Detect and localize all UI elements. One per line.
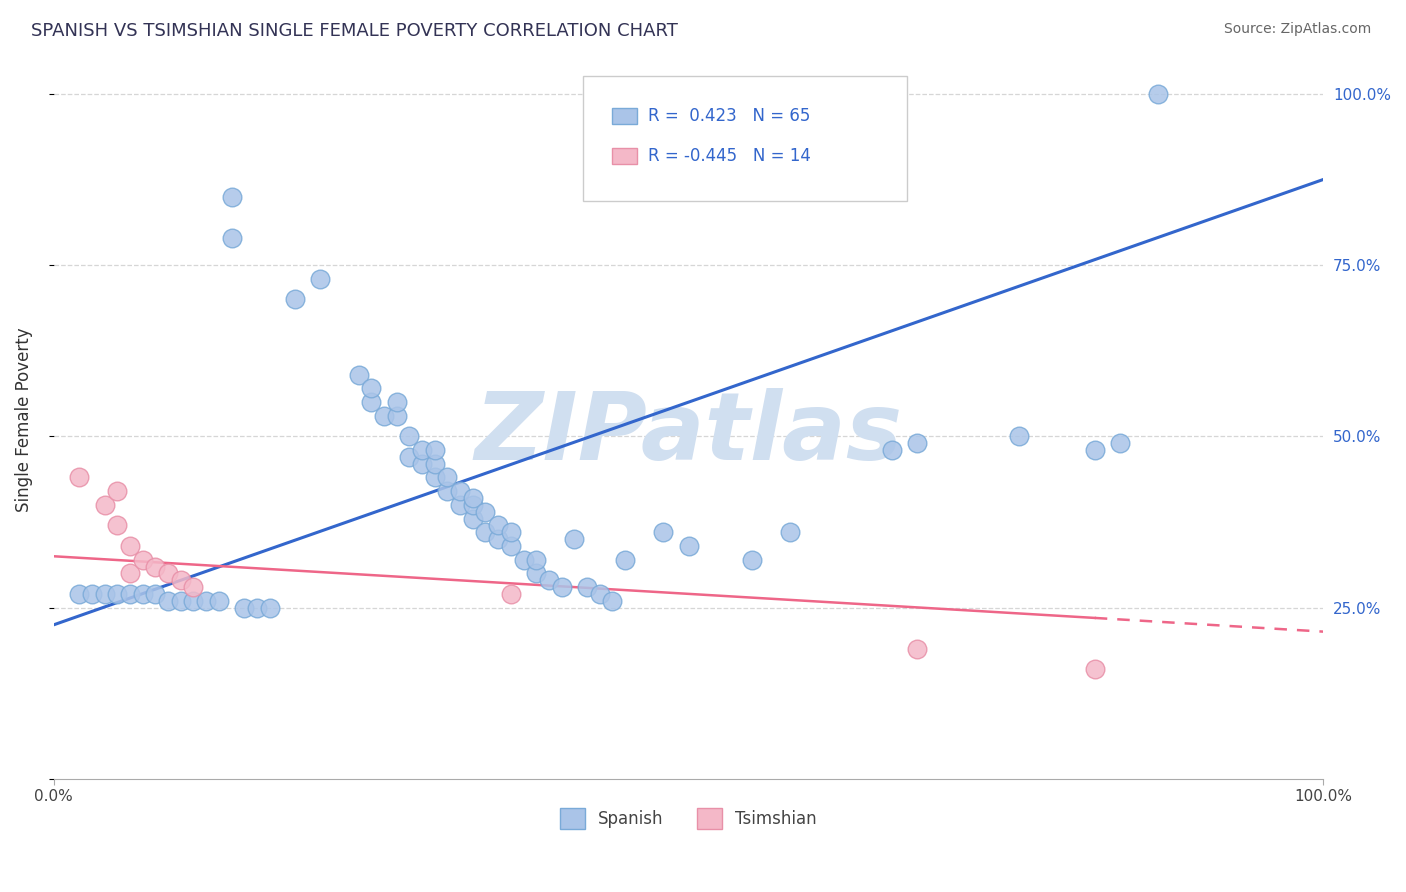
Point <box>183 580 205 594</box>
Point <box>67 587 90 601</box>
Text: Source: ZipAtlas.com: Source: ZipAtlas.com <box>1223 22 1371 37</box>
Point <box>221 230 243 244</box>
Point <box>183 594 205 608</box>
Point <box>1109 436 1132 450</box>
Point <box>449 498 471 512</box>
Point <box>905 436 928 450</box>
Point <box>562 532 585 546</box>
Point <box>602 594 624 608</box>
Legend: Spanish, Tsimshian: Spanish, Tsimshian <box>554 802 824 835</box>
Point <box>449 484 471 499</box>
Point <box>221 189 243 203</box>
Text: R =  0.423   N = 65: R = 0.423 N = 65 <box>648 107 810 125</box>
Point <box>524 566 547 581</box>
Point <box>779 525 801 540</box>
Point <box>145 587 167 601</box>
Point <box>131 587 153 601</box>
Point <box>1147 87 1170 101</box>
Point <box>461 491 484 505</box>
Point <box>486 532 509 546</box>
Y-axis label: Single Female Poverty: Single Female Poverty <box>15 327 32 512</box>
Point <box>360 381 382 395</box>
Point <box>550 580 572 594</box>
Point <box>246 600 269 615</box>
Point <box>1007 429 1029 443</box>
Point <box>499 525 522 540</box>
Point <box>678 539 700 553</box>
Point <box>118 566 141 581</box>
Point <box>741 552 763 566</box>
Point <box>1084 443 1107 458</box>
Point <box>398 450 420 464</box>
Point <box>131 552 153 566</box>
Point <box>93 587 115 601</box>
Point <box>499 539 522 553</box>
Text: R = -0.445   N = 14: R = -0.445 N = 14 <box>648 147 811 165</box>
Point <box>512 552 534 566</box>
Point <box>880 443 903 458</box>
Point <box>347 368 370 382</box>
Point <box>170 594 193 608</box>
Point <box>474 525 496 540</box>
Point <box>423 470 446 484</box>
Point <box>436 470 458 484</box>
Point <box>360 395 382 409</box>
Point <box>652 525 675 540</box>
Point <box>105 587 128 601</box>
Point <box>614 552 637 566</box>
Point <box>259 600 281 615</box>
Point <box>105 518 128 533</box>
Point <box>486 518 509 533</box>
Point <box>1084 662 1107 676</box>
Point <box>461 511 484 525</box>
Point <box>80 587 103 601</box>
Point <box>499 587 522 601</box>
Point <box>170 574 193 588</box>
Point <box>157 594 180 608</box>
Point <box>118 587 141 601</box>
Point <box>589 587 612 601</box>
Point <box>208 594 231 608</box>
Point <box>105 484 128 499</box>
Point <box>157 566 180 581</box>
Text: SPANISH VS TSIMSHIAN SINGLE FEMALE POVERTY CORRELATION CHART: SPANISH VS TSIMSHIAN SINGLE FEMALE POVER… <box>31 22 678 40</box>
Point <box>284 293 307 307</box>
Point <box>423 457 446 471</box>
Point <box>575 580 598 594</box>
Point <box>411 457 433 471</box>
Point <box>93 498 115 512</box>
Point <box>373 409 395 423</box>
Text: ZIPatlas: ZIPatlas <box>474 388 903 480</box>
Point <box>474 505 496 519</box>
Point <box>537 574 560 588</box>
Point <box>118 539 141 553</box>
Point <box>385 395 408 409</box>
Point <box>309 272 332 286</box>
Point <box>145 559 167 574</box>
Point <box>411 443 433 458</box>
Point <box>398 429 420 443</box>
Point <box>905 641 928 656</box>
Point <box>461 498 484 512</box>
Point <box>385 409 408 423</box>
Point <box>67 470 90 484</box>
Point <box>423 443 446 458</box>
Point <box>524 552 547 566</box>
Point <box>436 484 458 499</box>
Point <box>195 594 218 608</box>
Point <box>233 600 256 615</box>
